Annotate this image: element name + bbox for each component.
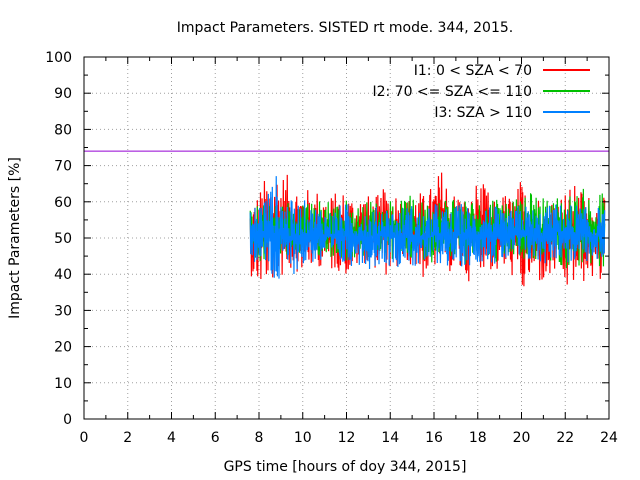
y-tick-label: 0 [63, 412, 72, 428]
series-2-line [249, 188, 606, 269]
plot-area [249, 172, 606, 287]
x-tick-label: 0 [80, 430, 89, 446]
x-tick-label: 6 [211, 430, 220, 446]
legend-label-2: I2: 70 <= SZA <= 110 [372, 84, 532, 100]
x-tick-label: 22 [556, 430, 574, 446]
chart-title: Impact Parameters. SISTED rt mode. 344, … [177, 20, 513, 36]
x-tick-label: 18 [469, 430, 487, 446]
x-tick-label: 2 [123, 430, 132, 446]
axis-ticks: 0 2 4 6 8 10 12 14 16 18 20 22 240102030405060708090… [45, 50, 618, 446]
y-tick-label: 10 [54, 376, 72, 392]
legend: I1: 0 < SZA < 70 I2: 70 <= SZA <= 110 I3: … [372, 63, 590, 121]
y-axis-label: Impact Parameters [%] [7, 157, 23, 319]
legend-label-1: I1: 0 < SZA < 70 [414, 63, 532, 79]
x-tick-label: 24 [600, 430, 618, 446]
x-axis-label: GPS time [hours of doy 344, 2015] [224, 459, 467, 475]
x-tick-label: 14 [381, 430, 399, 446]
y-tick-label: 40 [54, 267, 72, 283]
x-tick-label: 16 [425, 430, 443, 446]
y-tick-label: 90 [54, 86, 72, 102]
legend-label-3: I3: SZA > 110 [434, 105, 532, 121]
y-tick-label: 50 [54, 231, 72, 247]
x-tick-label: 10 [294, 430, 312, 446]
x-tick-label: 8 [255, 430, 264, 446]
y-tick-label: 30 [54, 303, 72, 319]
y-tick-label: 60 [54, 195, 72, 211]
x-tick-label: 20 [513, 430, 531, 446]
y-tick-label: 80 [54, 122, 72, 138]
x-tick-label: 4 [167, 430, 176, 446]
x-tick-label: 12 [338, 430, 356, 446]
y-tick-label: 70 [54, 159, 72, 175]
y-tick-label: 100 [45, 50, 72, 66]
series-3-line [249, 176, 606, 279]
y-tick-label: 20 [54, 340, 72, 356]
